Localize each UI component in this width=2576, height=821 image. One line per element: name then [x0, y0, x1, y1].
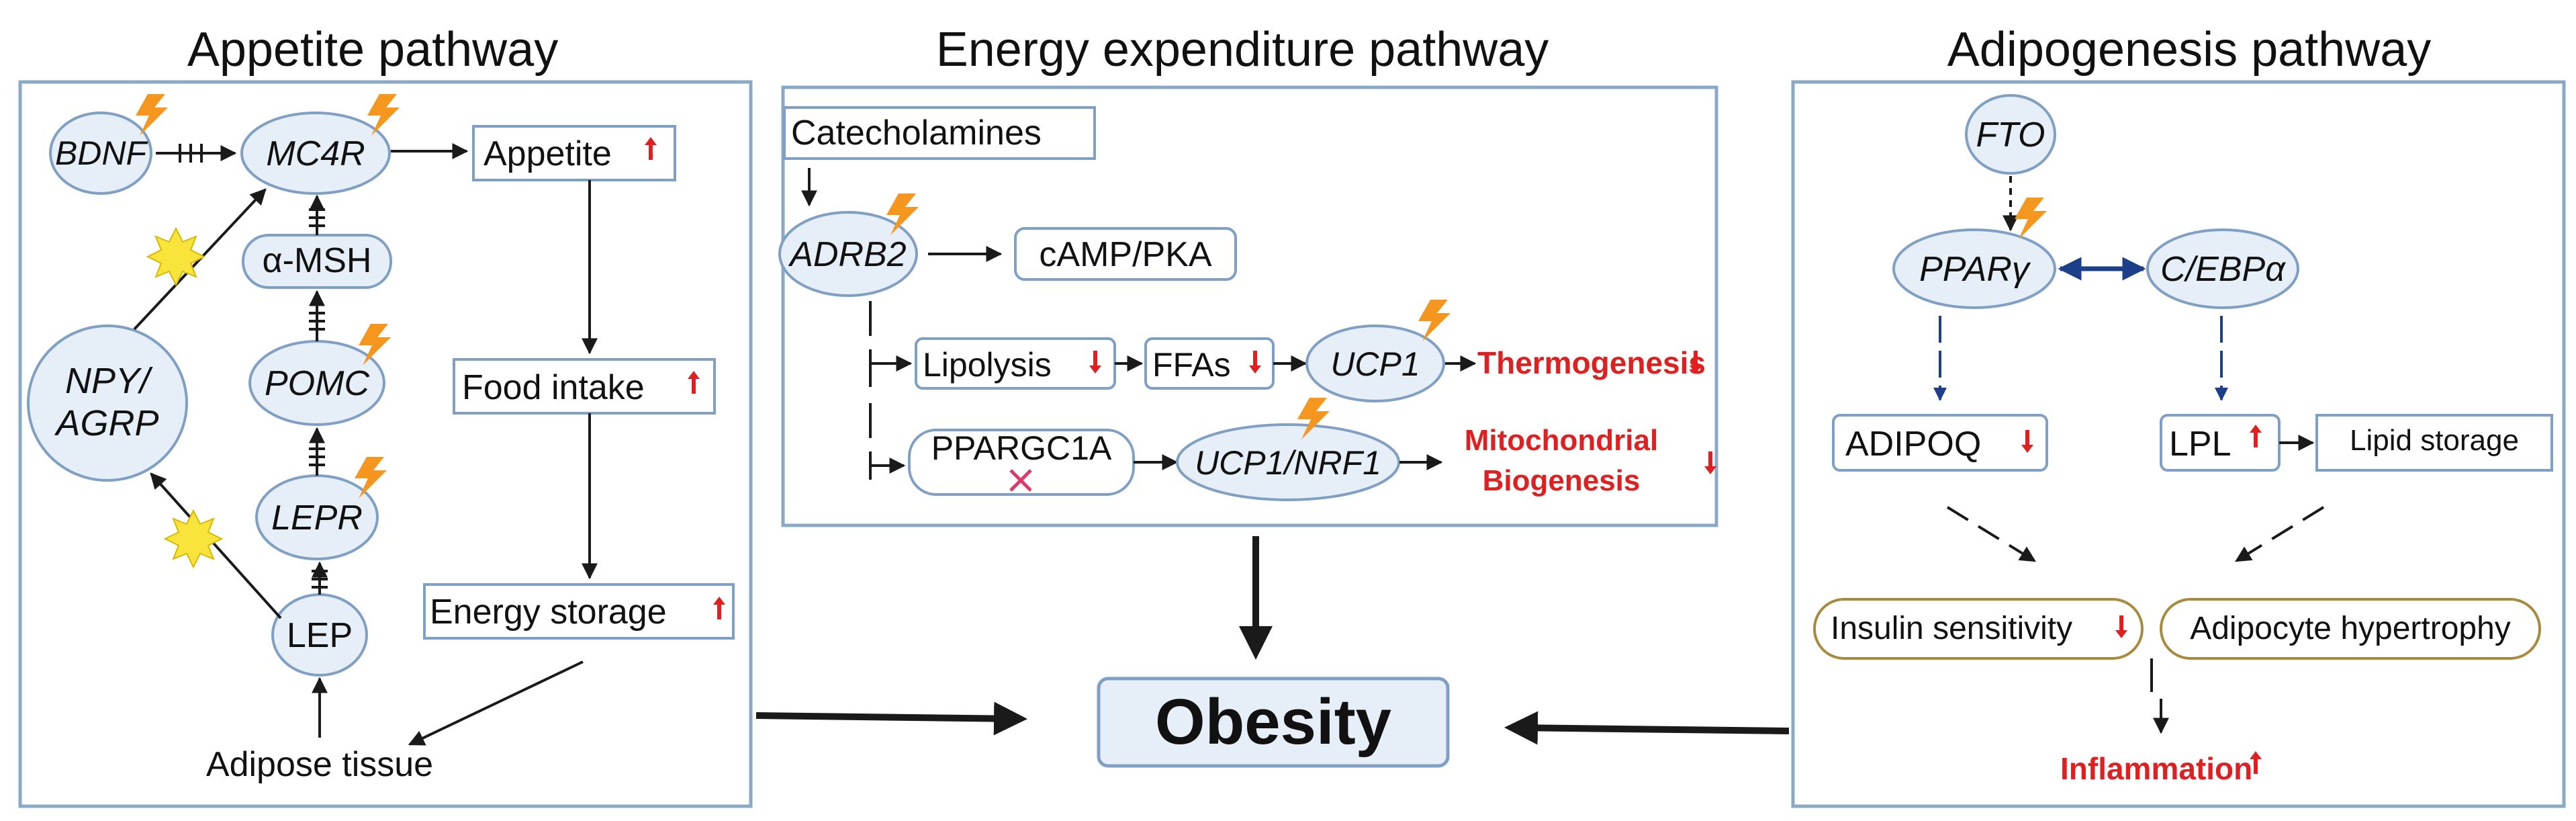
npy-mc4r-burst-icon [146, 226, 206, 287]
obesity-label: Obesity [1155, 686, 1391, 758]
fto-label: FTO [1976, 116, 2045, 155]
ucp1-nrf1-label: UCP1/NRF1 [1195, 444, 1381, 482]
npy-label-line1: NPY/ [65, 361, 153, 401]
adipocyte-hypertrophy-oval [2160, 598, 2541, 660]
lepr-label: LEPR [271, 499, 363, 537]
lep-lepr-ticks [312, 570, 328, 589]
adipogenesis-obesity-arrow [1504, 711, 1790, 745]
adipoq-box [1832, 414, 2048, 472]
npy-label-line2: AGRP [54, 403, 158, 443]
energy-panel [781, 85, 1718, 527]
ppary-label: PPARγ [1919, 250, 2031, 289]
adrb2-label: ADRB2 [788, 235, 906, 274]
adrb2-node [778, 211, 918, 297]
mito-label-line2: Biogenesis [1483, 464, 1641, 497]
lep-npy-burst-icon [163, 509, 224, 569]
lepr-pomc-ticks [309, 447, 325, 466]
food-intake-box [453, 358, 716, 415]
camp-pka-label: cAMP/PKA [1039, 235, 1211, 274]
insulin-sensitivity-oval [1813, 598, 2144, 660]
energy-pathway-title: Energy expenditure pathway [936, 23, 1549, 77]
catecholamines-box [783, 106, 1096, 160]
mito-label-line1: Mitochondrial [1465, 424, 1658, 457]
lpl-label: LPL [2169, 425, 2232, 464]
cebpa-label: C/EBPα [2160, 250, 2286, 289]
fto-node [1965, 94, 2056, 175]
thermogenesis-label: Thermogenesis [1477, 345, 1706, 380]
mc4r-label: MC4R [266, 134, 365, 173]
food-intake-label: Food intake [462, 368, 645, 407]
camp-pka-box [1014, 227, 1237, 281]
energy-storage-box [423, 583, 735, 640]
cebpa-node [2146, 228, 2299, 309]
appetite-obesity-arrow [755, 701, 1027, 736]
ucp1-nrf1-node [1176, 423, 1400, 501]
obesity-box [1097, 677, 1450, 768]
catecholamines-label: Catecholamines [791, 114, 1042, 153]
appetite-pathway-title: Appetite pathway [187, 23, 558, 77]
insulin-sensitivity-label: Insulin sensitivity [1831, 611, 2072, 646]
mito-decrease-icon [1704, 451, 1716, 474]
ppary-node [1892, 228, 2056, 309]
adipoq-label: ADIPOQ [1845, 425, 1981, 464]
amsh-mc4r-ticks [309, 208, 325, 227]
lep-label: LEP [287, 616, 353, 655]
appetite-box [472, 125, 676, 181]
adipoq-insulin-arrow [1946, 506, 2037, 562]
bdnf-mc4r-ticks [179, 144, 203, 163]
pomc-amsh-ticks [309, 312, 325, 331]
bdnf-label: BDNF [55, 134, 148, 172]
adipogenesis-pathway-title: Adipogenesis pathway [1947, 23, 2432, 77]
adipose-tissue-label: Adipose tissue [206, 745, 433, 784]
adipogenesis-panel [1791, 80, 2566, 808]
lipid-storage-box [2315, 414, 2553, 472]
pomc-label: POMC [265, 364, 369, 403]
inflammation-label: Inflammation [2060, 751, 2252, 786]
npy-agrp-node [27, 325, 188, 482]
ucp1-node [1305, 325, 1445, 402]
ffas-label: FFAs [1152, 346, 1231, 384]
storage-adipose-arrow [408, 660, 584, 746]
appetite-panel [18, 80, 753, 808]
ucp1-label: UCP1 [1330, 345, 1420, 383]
ppargc1a-blocked-icon [1009, 469, 1032, 492]
adipocyte-hypertrophy-label: Adipocyte hypertrophy [2190, 611, 2511, 646]
lpl-hypertrophy-arrow [2234, 506, 2325, 562]
ppargc1a-label: PPARGC1A [931, 429, 1112, 467]
energy-storage-label: Energy storage [430, 593, 667, 632]
bdnf-node [49, 112, 152, 195]
ppary-mutation-icon [2015, 198, 2047, 239]
mc4r-node [240, 112, 391, 195]
lipolysis-label: Lipolysis [923, 346, 1052, 384]
lipid-storage-label: Lipid storage [2350, 424, 2519, 457]
lep-npy-arrow [150, 472, 282, 619]
amsh-label: α-MSH [263, 241, 372, 280]
appetite-label: Appetite [484, 134, 612, 173]
